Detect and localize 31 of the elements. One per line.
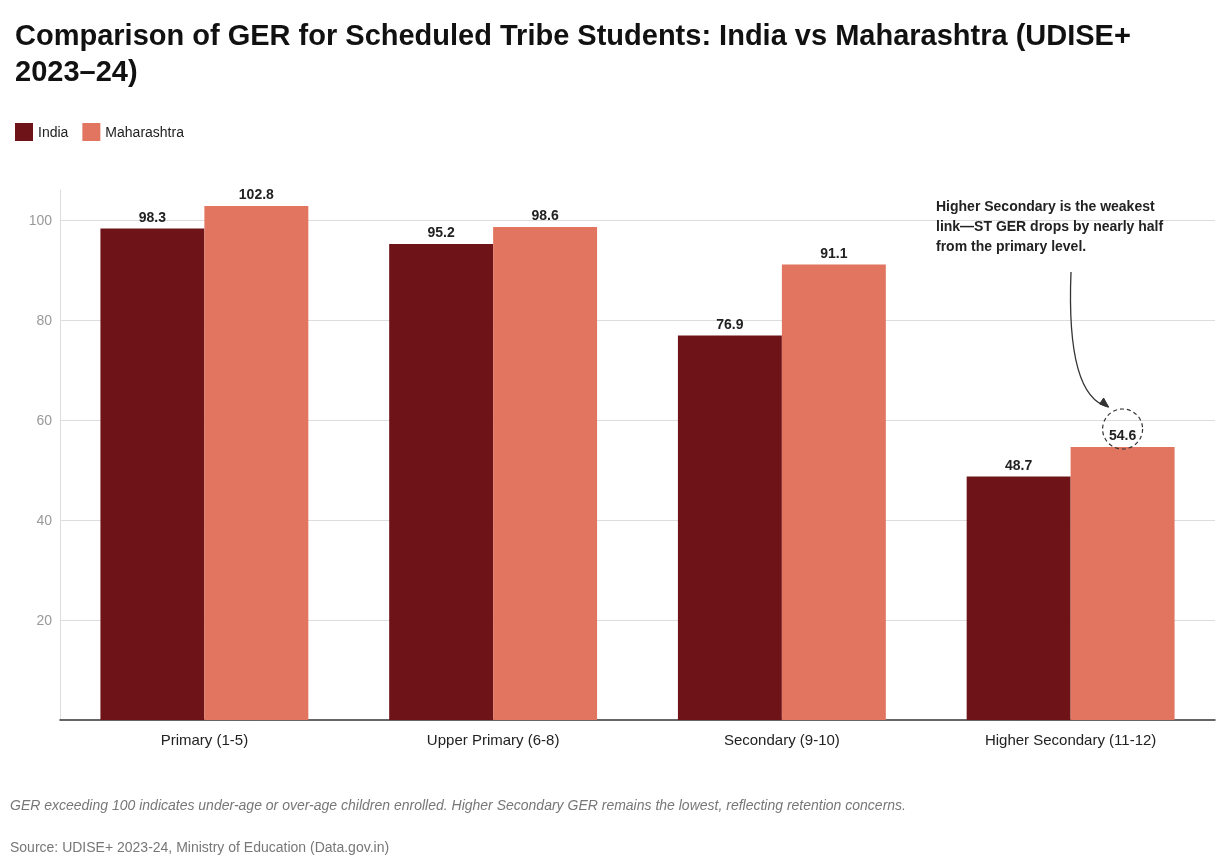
x-tick-label: Secondary (9-10) xyxy=(723,731,840,748)
x-tick-label: Upper Primary (6-8) xyxy=(426,731,560,748)
x-tick-label: Primary (1-5) xyxy=(160,731,249,748)
bar xyxy=(204,206,309,720)
legend-label: Maharashtra xyxy=(105,124,185,140)
source-note: Source: UDISE+ 2023-24, Ministry of Education (Data.gov.in) xyxy=(10,839,390,855)
y-tick-label: 80 xyxy=(36,312,53,328)
bar xyxy=(781,264,886,720)
text: GER exceeding 100 indicates under-age or over-age children enrolled. Higher Secondary GER remains the lowest, reflecting retention concerns. xyxy=(10,797,906,813)
data-label: 95.2 xyxy=(427,224,455,240)
y-tick-label: 60 xyxy=(36,412,53,428)
bar xyxy=(493,227,598,720)
y-tick-label: 40 xyxy=(36,512,53,528)
legend-label: India xyxy=(38,124,69,140)
data-label: 98.3 xyxy=(138,208,167,225)
bar xyxy=(389,244,494,720)
data-label: 91.1 xyxy=(820,244,848,261)
y-tick-label: 20 xyxy=(36,612,53,628)
bar xyxy=(966,476,1071,720)
annotation: Higher Secondary is the weakest link—ST GER drops by nearly half from the primary level. xyxy=(936,198,1168,254)
bar xyxy=(100,228,205,720)
data-label: 48.7 xyxy=(1005,456,1033,473)
y-tick-label: 100 xyxy=(28,212,53,228)
chart-title: Comparison of GER for Scheduled Tribe Students: India vs Maharashtra (UDISE+ 2023–24) xyxy=(15,19,1139,87)
x-tick-label: Higher Secondary (11-12) xyxy=(984,731,1157,748)
data-label: 98.6 xyxy=(531,207,559,223)
bar xyxy=(677,335,782,720)
data-label: 76.9 xyxy=(716,315,744,332)
bar xyxy=(1070,447,1175,720)
data-label: 102.8 xyxy=(238,186,275,202)
data-label: 54.6 xyxy=(1108,427,1137,443)
